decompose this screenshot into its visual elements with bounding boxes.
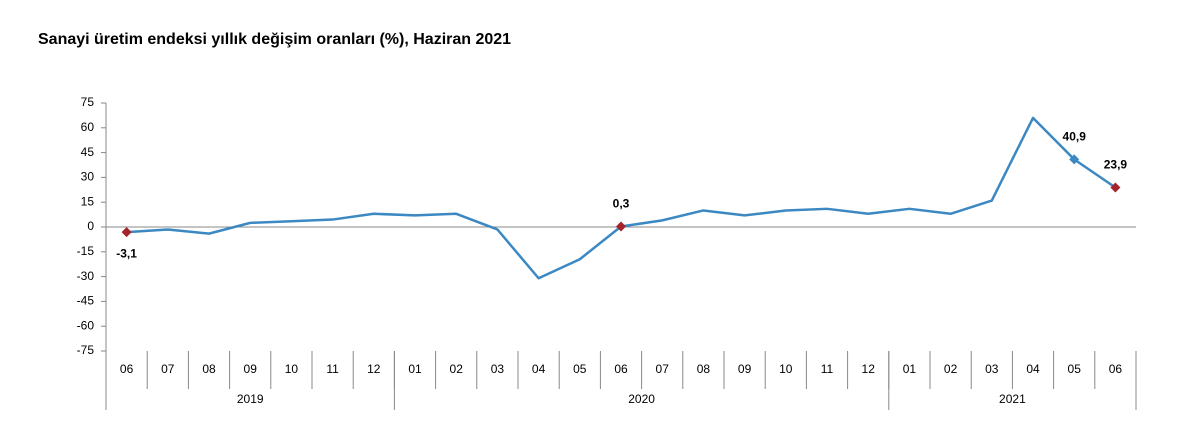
y-tick-label: 0 — [87, 219, 94, 233]
x-tick-label: 10 — [779, 362, 793, 376]
value-label: 40,9 — [1063, 130, 1087, 144]
x-tick-label: 03 — [985, 362, 999, 376]
x-tick-label: 07 — [656, 362, 670, 376]
y-tick-label: -45 — [77, 294, 95, 308]
marker — [121, 227, 132, 238]
group-label: 2019 — [237, 392, 264, 406]
marker — [616, 221, 626, 232]
x-tick-label: 08 — [202, 362, 216, 376]
x-tick-label: 08 — [697, 362, 711, 376]
x-tick-label: 02 — [944, 362, 958, 376]
x-tick-label: 05 — [1068, 362, 1082, 376]
x-tick-label: 12 — [367, 362, 381, 376]
marker — [1069, 154, 1080, 165]
x-tick-label: 06 — [120, 362, 134, 376]
x-tick-label: 10 — [285, 362, 299, 376]
x-tick-label: 04 — [1026, 362, 1040, 376]
x-tick-label: 11 — [326, 362, 339, 376]
x-tick-label: 09 — [738, 362, 752, 376]
y-tick-label: 75 — [81, 95, 95, 109]
chart-title: Sanayi üretim endeksi yıllık değişim ora… — [38, 31, 511, 48]
x-tick-label: 03 — [491, 362, 505, 376]
x-tick-label: 04 — [532, 362, 546, 376]
x-tick-label: 02 — [450, 362, 464, 376]
y-tick-label: 45 — [81, 145, 95, 159]
x-tick-label: 01 — [408, 362, 422, 376]
value-label: 23,9 — [1104, 158, 1128, 172]
x-tick-label: 05 — [573, 362, 587, 376]
y-tick-label: -75 — [77, 343, 95, 357]
value-label: 0,3 — [613, 197, 630, 211]
group-label: 2020 — [628, 392, 655, 406]
y-tick-label: -15 — [77, 244, 95, 258]
y-tick-label: -60 — [77, 318, 95, 332]
x-tick-label: 07 — [161, 362, 175, 376]
y-tick-label: 60 — [81, 120, 95, 134]
y-tick-label: 15 — [81, 194, 95, 208]
group-label: 2021 — [999, 392, 1026, 406]
x-tick-label: 09 — [244, 362, 258, 376]
y-tick-label: 30 — [81, 170, 95, 184]
x-tick-label: 12 — [862, 362, 876, 376]
y-tick-label: -30 — [77, 269, 95, 283]
x-tick-label: 06 — [1109, 362, 1123, 376]
x-tick-label: 06 — [614, 362, 628, 376]
value-label: -3,1 — [116, 246, 137, 260]
x-tick-label: 01 — [903, 362, 917, 376]
marker — [1110, 182, 1121, 193]
x-tick-label: 11 — [821, 362, 834, 376]
